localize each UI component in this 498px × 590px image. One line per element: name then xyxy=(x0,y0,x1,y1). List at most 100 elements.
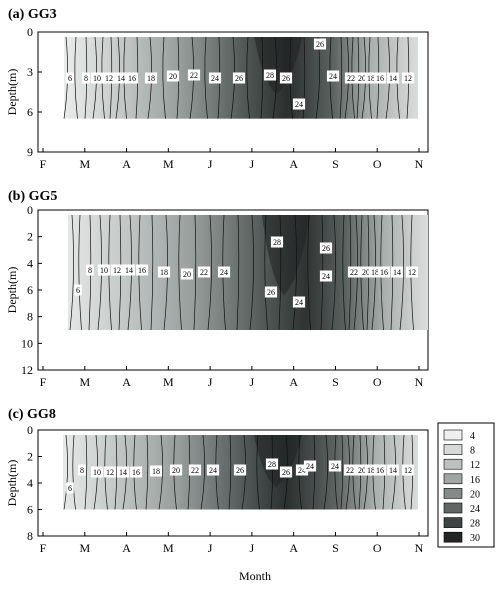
contour-label: 16 xyxy=(135,264,149,276)
contour-line xyxy=(246,36,250,119)
svg-text:16: 16 xyxy=(138,266,146,275)
svg-text:22: 22 xyxy=(200,268,208,277)
legend-label: 20 xyxy=(470,489,480,500)
y-tick-label: 2 xyxy=(27,450,33,464)
svg-text:18: 18 xyxy=(367,74,375,83)
y-axis-label: Depth(m) xyxy=(5,267,19,314)
contour-label: 20 xyxy=(180,268,194,280)
contour-line xyxy=(114,434,118,510)
y-tick-label: 6 xyxy=(27,503,33,517)
contour-line xyxy=(339,36,343,119)
y-tick-label: 6 xyxy=(27,283,33,297)
legend-item: 8 xyxy=(443,444,475,457)
contour-label: 24 xyxy=(319,270,333,282)
svg-text:8: 8 xyxy=(84,74,88,83)
panel-title: (c) GG8 xyxy=(8,407,56,422)
contour-label: 6 xyxy=(74,284,82,296)
contour-label: 8 xyxy=(86,264,94,276)
x-tick-label: O xyxy=(373,157,382,171)
svg-text:6: 6 xyxy=(68,74,72,83)
y-tick-label: 6 xyxy=(27,105,33,119)
x-tick-label: O xyxy=(373,375,382,389)
contour-label: 14 xyxy=(116,466,130,478)
contour-label: 26 xyxy=(279,466,293,478)
contour-label: 8 xyxy=(82,72,90,84)
contour-line xyxy=(278,214,282,331)
legend-label: 16 xyxy=(470,475,480,486)
x-tick-label: F xyxy=(40,541,47,555)
legend-swatch xyxy=(443,429,463,441)
svg-text:24: 24 xyxy=(220,268,228,277)
svg-text:26: 26 xyxy=(236,466,244,475)
x-axis-label: Month xyxy=(239,569,271,583)
svg-text:22: 22 xyxy=(347,74,355,83)
svg-text:24: 24 xyxy=(298,466,306,475)
contour-label: 26 xyxy=(313,38,327,50)
contour-line xyxy=(145,434,149,510)
contour-label: 24 xyxy=(208,72,222,84)
legend-box xyxy=(437,422,495,548)
contour-label: 16 xyxy=(377,266,391,278)
svg-text:16: 16 xyxy=(132,468,140,477)
svg-text:18: 18 xyxy=(160,268,168,277)
svg-text:10: 10 xyxy=(93,468,101,477)
contour-line xyxy=(312,434,316,510)
x-tick-label: J xyxy=(250,157,255,171)
legend-swatch xyxy=(443,444,463,455)
contour-label: 22 xyxy=(187,69,201,81)
svg-text:16: 16 xyxy=(380,268,388,277)
contour-label: 12 xyxy=(102,72,116,84)
contour-label: 24 xyxy=(303,460,317,472)
x-tick-label: O xyxy=(373,541,382,555)
contour-line xyxy=(236,214,240,331)
svg-text:20: 20 xyxy=(362,268,370,277)
contour-label: 22 xyxy=(344,72,358,84)
x-tick-label: M xyxy=(79,541,90,555)
contour-label: 18 xyxy=(144,72,158,84)
contour-line xyxy=(162,36,166,119)
svg-text:14: 14 xyxy=(389,466,397,475)
contour-label: 26 xyxy=(264,286,278,298)
svg-text:26: 26 xyxy=(282,74,290,83)
contour-label: 20 xyxy=(166,70,180,82)
legend-item: 28 xyxy=(443,517,480,530)
svg-text:24: 24 xyxy=(331,462,339,471)
contour-label: 16 xyxy=(125,72,139,84)
y-tick-label: 3 xyxy=(27,65,33,79)
contour-label: 12 xyxy=(405,266,419,278)
svg-text:16: 16 xyxy=(376,466,384,475)
contour-line xyxy=(334,434,338,510)
x-tick-label: M xyxy=(79,375,90,389)
contour-label: 12 xyxy=(401,72,415,84)
contour-peak xyxy=(262,215,310,296)
y-axis-label: Depth(m) xyxy=(5,69,19,116)
x-tick-label: A xyxy=(122,157,131,171)
panel-title: (a) GG3 xyxy=(8,7,57,22)
contour-line xyxy=(207,214,212,331)
y-tick-label: 4 xyxy=(27,476,33,490)
svg-text:24: 24 xyxy=(209,466,217,475)
contour-label: 14 xyxy=(386,72,400,84)
contour-line xyxy=(228,434,232,510)
contour-label: 16 xyxy=(373,72,387,84)
svg-text:20: 20 xyxy=(183,270,191,279)
legend-swatch xyxy=(443,531,463,543)
svg-text:26: 26 xyxy=(322,244,330,253)
svg-text:18: 18 xyxy=(367,466,375,475)
svg-text:18: 18 xyxy=(147,74,155,83)
contour-line xyxy=(249,214,254,331)
legend-label: 24 xyxy=(470,504,480,515)
contour-label: 14 xyxy=(386,464,400,476)
contour-line xyxy=(302,36,306,119)
contour-label: 18 xyxy=(364,464,378,476)
svg-text:22: 22 xyxy=(350,268,358,277)
x-tick-label: M xyxy=(79,157,90,171)
svg-text:14: 14 xyxy=(393,268,401,277)
svg-text:16: 16 xyxy=(376,74,384,83)
x-tick-label: A xyxy=(122,375,131,389)
contour-label: 14 xyxy=(122,264,136,276)
contour-label: 22 xyxy=(347,266,361,278)
svg-text:28: 28 xyxy=(266,71,274,80)
legend-label: 8 xyxy=(470,446,475,457)
